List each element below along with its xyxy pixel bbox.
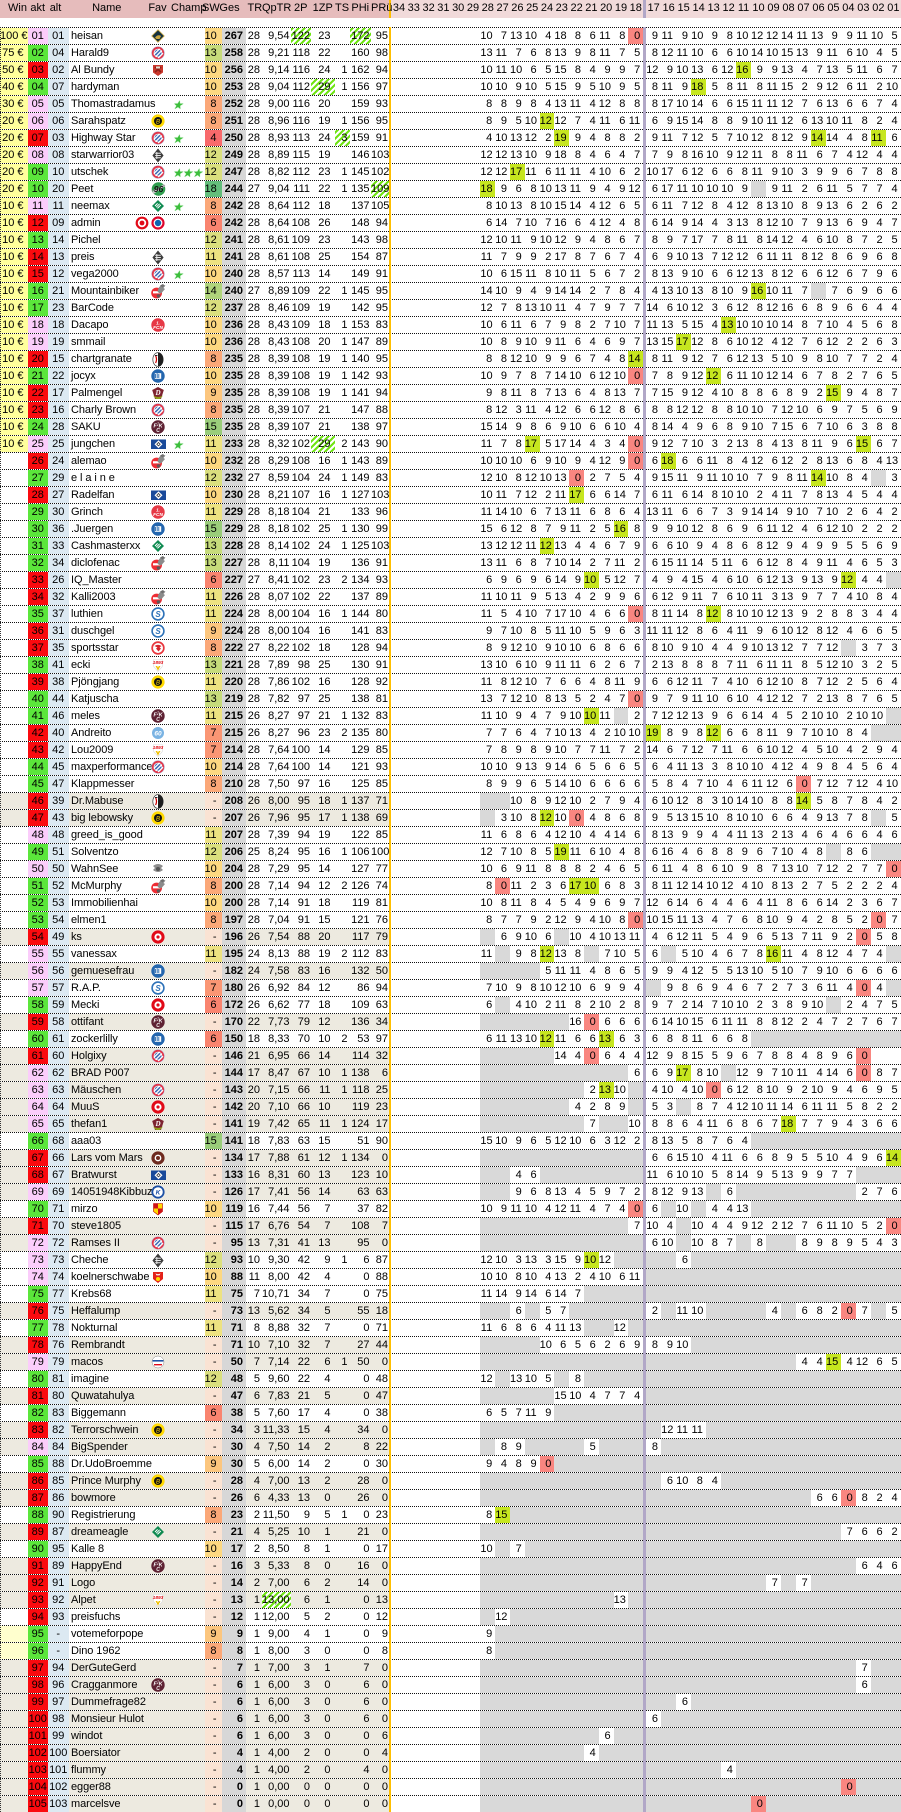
svg-text:K: K <box>155 1190 161 1197</box>
svg-text:C: C <box>156 717 160 723</box>
svg-text:C: C <box>156 1567 160 1573</box>
svg-text:C: C <box>156 1686 160 1692</box>
svg-text:1: 1 <box>157 1561 159 1565</box>
svg-text:FCN: FCN <box>153 512 163 518</box>
svg-text:D: D <box>154 1120 160 1128</box>
svg-text:1893: 1893 <box>152 1595 163 1601</box>
svg-text:S: S <box>155 984 161 993</box>
svg-text:D: D <box>154 389 160 397</box>
svg-text:S: S <box>155 627 161 636</box>
svg-text:96: 96 <box>153 184 163 194</box>
svg-text:F·K: F·K <box>153 1682 163 1688</box>
svg-text:B: B <box>155 120 159 126</box>
svg-text:C: C <box>156 1023 160 1029</box>
svg-text:1893: 1893 <box>152 745 163 751</box>
svg-text:F·K: F·K <box>153 1019 163 1025</box>
svg-text:B: B <box>155 1480 159 1486</box>
svg-text:1.: 1. <box>156 320 160 325</box>
svg-text:B: B <box>155 817 159 823</box>
svg-text:1: 1 <box>157 422 159 426</box>
svg-text:1: 1 <box>157 1017 159 1021</box>
svg-text:C: C <box>156 428 160 434</box>
svg-text:S: S <box>155 610 161 619</box>
svg-text:B: B <box>155 681 159 687</box>
svg-text:F·K: F·K <box>153 424 163 430</box>
svg-text:1893: 1893 <box>152 660 163 666</box>
svg-text:F·K: F·K <box>153 1563 163 1569</box>
svg-text:F·K: F·K <box>153 713 163 719</box>
svg-text:B: B <box>155 1429 159 1435</box>
svg-text:1: 1 <box>157 711 159 715</box>
svg-text:60: 60 <box>154 731 162 738</box>
svg-text:1: 1 <box>157 1680 159 1684</box>
svg-text:FCN: FCN <box>153 325 163 331</box>
svg-text:1.: 1. <box>156 507 160 512</box>
